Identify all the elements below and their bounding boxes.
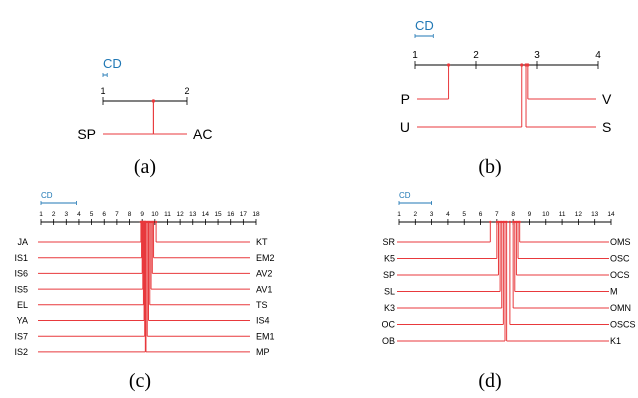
tick-label: 4 [446, 211, 450, 218]
cd-label: CD [41, 191, 53, 200]
tick-label: 14 [607, 211, 615, 218]
rank-marker [154, 220, 158, 224]
tick-label: 11 [559, 211, 566, 218]
tick-label: 1 [397, 211, 401, 218]
method-label: OSCS [610, 320, 636, 330]
tick-label: 2 [184, 86, 189, 96]
method-label: OC [382, 320, 396, 330]
method-label: S [602, 119, 611, 135]
method-label: OMS [610, 237, 631, 247]
tick-label: 6 [102, 211, 106, 218]
tick-label: 1 [412, 50, 418, 61]
method-label: K3 [384, 303, 395, 313]
tick-label: 5 [462, 211, 466, 218]
tick-label: 14 [202, 211, 210, 218]
method-label: TS [256, 300, 268, 310]
tick-label: 16 [227, 211, 235, 218]
tick-label: 9 [528, 211, 532, 218]
method-label: MP [256, 347, 270, 357]
method-label: EL [17, 300, 28, 310]
tick-label: 3 [64, 211, 68, 218]
method-label: JA [17, 237, 28, 247]
tick-label: 2 [413, 211, 417, 218]
tick-label: 18 [252, 211, 260, 218]
tick-label: 9 [140, 211, 144, 218]
method-label: EM2 [256, 253, 275, 263]
method-label: AV2 [256, 269, 272, 279]
cd-label: CD [415, 18, 434, 33]
method-label: KT [256, 237, 268, 247]
panel-caption: (a) [134, 156, 156, 178]
rank-marker [144, 220, 148, 224]
rank-marker [505, 220, 508, 224]
method-label: P [401, 91, 410, 107]
method-label: SL [384, 287, 395, 297]
tick-label: 2 [52, 211, 56, 218]
method-label: SP [77, 126, 96, 142]
method-label: EM1 [256, 331, 275, 341]
method-label: AC [193, 126, 212, 142]
tick-label: 10 [151, 211, 159, 218]
rank-marker [520, 63, 524, 67]
method-label: M [610, 287, 618, 297]
method-label: OCS [610, 270, 630, 280]
tick-label: 7 [115, 211, 119, 218]
method-label: K5 [384, 254, 395, 264]
method-label: IS6 [14, 269, 28, 279]
tick-label: 10 [542, 211, 550, 218]
cd-diagram-panel-d: CD1 2 3 4 5 6 7 8 9 10 11 12 13 14SRK5SPSLK3OCOBOMSOS… [382, 191, 636, 392]
tick-label: 15 [214, 211, 222, 218]
method-label: IS7 [14, 331, 28, 341]
tick-label: 8 [128, 211, 132, 218]
tick-label: 2 [473, 50, 479, 61]
method-label: AV1 [256, 284, 272, 294]
cd-diagram-panel-b: CD 1 2 3 4 PU VS (b) [400, 18, 612, 178]
tick-label: 4 [77, 211, 81, 218]
panel-caption: (d) [478, 370, 501, 392]
method-label: IS1 [14, 253, 28, 263]
tick-label: 17 [240, 211, 248, 218]
tick-label: 6 [479, 211, 483, 218]
tick-label: 13 [591, 211, 599, 218]
tick-label: 12 [177, 211, 185, 218]
rank-marker [151, 99, 155, 103]
tick-label: 5 [90, 211, 94, 218]
tick-label: 12 [575, 211, 583, 218]
tick-label: 7 [495, 211, 499, 218]
method-label: V [602, 91, 612, 107]
method-label: OMN [610, 303, 631, 313]
tick-label: 3 [430, 211, 434, 218]
cd-label: CD [399, 191, 411, 200]
rank-marker [446, 63, 451, 67]
method-label: OSC [610, 254, 630, 264]
method-label: U [400, 119, 410, 135]
method-label: IS5 [14, 284, 28, 294]
cd-diagram-panel-a: CD 1 2 SP AC (a) [77, 56, 212, 178]
rank-marker [489, 220, 492, 224]
tick-label: 11 [164, 211, 171, 218]
tick-label: 4 [595, 50, 601, 61]
method-label: IS4 [256, 316, 270, 326]
method-label: IS2 [14, 347, 28, 357]
rank-marker [524, 63, 528, 67]
panel-caption: (b) [478, 156, 501, 178]
method-label: YA [17, 316, 28, 326]
tick-label: 13 [189, 211, 197, 218]
rank-marker [511, 220, 515, 224]
cd-label: CD [103, 56, 122, 71]
method-label: SR [382, 237, 395, 247]
panel-caption: (c) [129, 370, 151, 392]
tick-label: 8 [511, 211, 515, 218]
rank-marker [508, 220, 512, 224]
tick-label: 1 [39, 211, 43, 218]
cd-diagram-panel-c: CD1 2 3 4 5 6 7 8 9 10 11 12 13 14 15 16 17 18JAIS1IS6IS5… [14, 191, 274, 392]
method-label: K1 [610, 336, 621, 346]
tick-label: 3 [534, 50, 540, 61]
method-label: SP [383, 270, 395, 280]
tick-label: 1 [100, 86, 105, 96]
method-label: OB [382, 336, 395, 346]
